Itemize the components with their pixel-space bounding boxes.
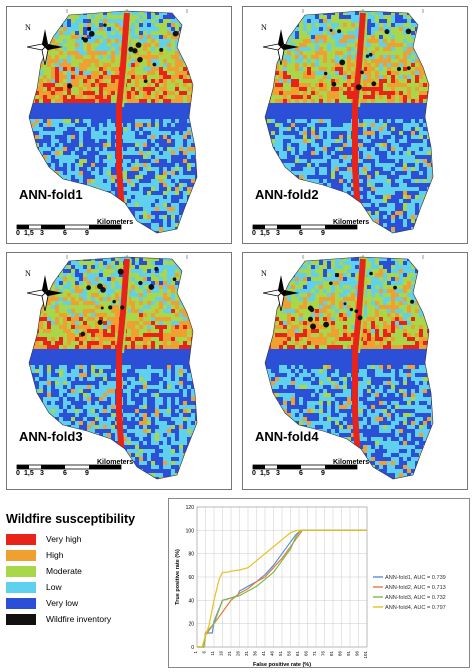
- y-tick-label: 0: [191, 645, 194, 651]
- susceptibility-legend: Wildfire susceptibility Very high High M…: [6, 512, 156, 632]
- legend-swatch: [6, 598, 36, 609]
- legend-label: Very high: [46, 534, 81, 544]
- north-arrow-icon: N: [27, 29, 63, 65]
- legend-swatch: [6, 614, 36, 625]
- scale-bar: Kilometers 0 1,5 3 6 9: [15, 459, 131, 481]
- scale-tick: 0: [16, 230, 20, 237]
- map-title: ANN-fold2: [255, 187, 319, 202]
- legend-swatch: [6, 550, 36, 561]
- legend-item: Very high: [6, 532, 156, 546]
- x-tick-label: 21: [227, 651, 232, 657]
- scale-unit: Kilometers: [97, 219, 133, 226]
- legend-label: Low: [46, 582, 62, 592]
- x-tick-label: 101: [363, 651, 368, 659]
- x-tick-label: 66: [304, 651, 309, 657]
- chart-legend-label: ANN-fold4, AUC = 0.797: [385, 605, 446, 611]
- scale-tick: 3: [276, 230, 280, 237]
- y-tick-label: 20: [188, 622, 194, 628]
- x-tick-label: 76: [321, 651, 326, 657]
- x-tick-label: 86: [338, 651, 343, 657]
- scale-bar: Kilometers 0 1,5 3 6 9: [251, 459, 367, 481]
- scale-tick: 0: [252, 230, 256, 237]
- x-tick-label: 46: [270, 651, 275, 657]
- x-tick-label: 6: [202, 651, 207, 654]
- legend-label: High: [46, 550, 63, 560]
- x-tick-label: 36: [253, 651, 258, 657]
- chart-legend-label: ANN-fold2, AUC = 0.713: [385, 585, 446, 591]
- scale-tick: 9: [85, 470, 89, 477]
- scale-unit: Kilometers: [97, 459, 133, 466]
- legend-swatch: [6, 534, 36, 545]
- scale-tick: 6: [63, 230, 67, 237]
- x-tick-label: 31: [244, 651, 249, 657]
- x-tick-label: 71: [312, 651, 317, 657]
- y-tick-label: 100: [186, 528, 195, 534]
- x-tick-label: 81: [329, 651, 334, 657]
- y-tick-label: 80: [188, 552, 194, 558]
- legend-swatch: [6, 566, 36, 577]
- north-arrow-icon: N: [263, 275, 299, 311]
- scale-bar: Kilometers 0 1,5 3 6 9: [251, 219, 367, 241]
- legend-item: Wildfire inventory: [6, 612, 156, 626]
- legend-item: Very low: [6, 596, 156, 610]
- map-title: ANN-fold3: [19, 429, 83, 444]
- map-panel-fold3: N ANN-fold3 Kilometers 0 1,5 3 6 9: [6, 252, 232, 490]
- x-tick-label: 26: [236, 651, 241, 657]
- y-axis-label: True positive rate (%): [175, 549, 181, 605]
- scale-bar: Kilometers 0 1,5 3 6 9: [15, 219, 131, 241]
- scale-tick: 1,5: [24, 470, 34, 477]
- y-tick-label: 120: [186, 505, 195, 511]
- legend-item: Moderate: [6, 564, 156, 578]
- scale-unit: Kilometers: [333, 219, 369, 226]
- x-tick-label: 11: [210, 651, 215, 656]
- x-tick-label: 61: [295, 651, 300, 657]
- scale-tick: 6: [299, 470, 303, 477]
- x-tick-label: 16: [219, 651, 224, 657]
- x-tick-label: 51: [278, 651, 283, 657]
- y-tick-label: 60: [188, 575, 194, 581]
- x-tick-label: 96: [355, 651, 360, 657]
- scale-tick: 3: [276, 470, 280, 477]
- map-panel-fold1: N ANN-fold1 Kilometers 0 1,5 3 6 9: [6, 6, 232, 244]
- scale-tick: 9: [85, 230, 89, 237]
- scale-tick: 1,5: [260, 230, 270, 237]
- x-tick-label: 41: [261, 651, 266, 657]
- legend-swatch: [6, 582, 36, 593]
- x-tick-label: 56: [287, 651, 292, 657]
- scale-tick: 1,5: [24, 230, 34, 237]
- scale-unit: Kilometers: [333, 459, 369, 466]
- scale-tick: 9: [321, 470, 325, 477]
- scale-tick: 3: [40, 230, 44, 237]
- legend-title: Wildfire susceptibility: [6, 512, 156, 526]
- x-tick-label: 91: [346, 651, 351, 657]
- chart-legend-label: ANN-fold3, AUC = 0.732: [385, 595, 446, 601]
- map-panel-fold2: N ANN-fold2 Kilometers 0 1,5 3 6 9: [242, 6, 468, 244]
- legend-item: High: [6, 548, 156, 562]
- scale-tick: 0: [252, 470, 256, 477]
- scale-tick: 3: [40, 470, 44, 477]
- map-panel-fold4: N ANN-fold4 Kilometers 0 1,5 3 6 9: [242, 252, 468, 490]
- legend-item: Low: [6, 580, 156, 594]
- chart-legend-label: ANN-fold1, AUC = 0.739: [385, 575, 446, 581]
- legend-label: Very low: [46, 598, 78, 608]
- legend-label: Moderate: [46, 566, 82, 576]
- y-tick-label: 40: [188, 598, 194, 604]
- map-title: ANN-fold4: [255, 429, 319, 444]
- scale-tick: 6: [299, 230, 303, 237]
- north-arrow-icon: N: [27, 275, 63, 311]
- scale-tick: 0: [16, 470, 20, 477]
- x-axis-label: False positive rate (%): [253, 662, 311, 667]
- scale-tick: 6: [63, 470, 67, 477]
- legend-label: Wildfire inventory: [46, 614, 111, 624]
- map-title: ANN-fold1: [19, 187, 83, 202]
- scale-tick: 1,5: [260, 470, 270, 477]
- north-arrow-icon: N: [263, 29, 299, 65]
- scale-tick: 9: [321, 230, 325, 237]
